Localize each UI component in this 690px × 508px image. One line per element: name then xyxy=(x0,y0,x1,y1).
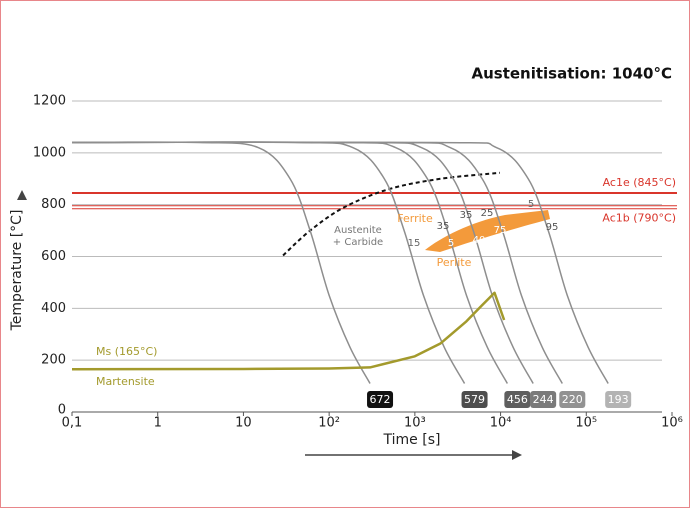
martensite-label: Martensite xyxy=(96,375,155,388)
hardness-label: 672 xyxy=(370,393,391,406)
y-tick-label: 1000 xyxy=(33,145,66,160)
perlite-label: Perlite xyxy=(437,256,472,269)
y-tick-label: 1200 xyxy=(33,94,66,109)
phase-percentage: 15 xyxy=(408,238,421,249)
x-tick-label: 10⁶ xyxy=(661,416,683,431)
x-tick-label: 1 xyxy=(154,416,162,431)
x-arrow-head xyxy=(512,450,522,460)
phase-percentage: 5 xyxy=(448,238,454,249)
ms-label: Ms (165°C) xyxy=(96,345,157,358)
hardness-box xyxy=(605,391,632,408)
x-tick-label: 10 xyxy=(235,416,252,431)
y-tick-label: 400 xyxy=(41,301,66,316)
hardness-label: 456 xyxy=(507,393,528,406)
phase-percentage: 40 xyxy=(473,235,486,246)
hardness-box xyxy=(530,391,557,408)
phase-percentage: 25 xyxy=(481,208,494,219)
x-tick-label: 10⁴ xyxy=(490,416,512,431)
phase-percentage: 75 xyxy=(494,225,507,236)
hardness-label: 244 xyxy=(533,393,554,406)
x-tick-label: 10⁵ xyxy=(575,416,597,431)
phase-percentage: 5 xyxy=(528,199,534,210)
hardness-label: 193 xyxy=(608,393,629,406)
boundary-label: + Carbide xyxy=(333,237,383,248)
phase-percentage: 35 xyxy=(460,210,473,221)
phase-percentage: 35 xyxy=(437,221,450,232)
phase-percentage: 95 xyxy=(546,222,559,233)
hardness-label: 220 xyxy=(562,393,583,406)
boundary-line xyxy=(282,171,500,257)
y-tick-label: 200 xyxy=(41,353,66,368)
transformation-region xyxy=(425,210,550,252)
hardness-box xyxy=(367,391,394,408)
y-axis-label: Temperature [°C] xyxy=(9,210,25,332)
hardness-box xyxy=(461,391,488,408)
y-tick-label: 600 xyxy=(41,249,66,264)
x-tick-label: 10² xyxy=(318,416,340,431)
hardness-box xyxy=(559,391,586,408)
x-tick-label: 10³ xyxy=(404,416,426,431)
ferrite-label: Ferrite xyxy=(397,212,433,225)
reference-label: Ac1e (845°C) xyxy=(603,176,676,189)
y-arrow-head xyxy=(17,190,27,200)
hardness-label: 579 xyxy=(464,393,485,406)
reference-label: Ac1b (790°C) xyxy=(602,211,676,224)
boundary-label: Austenite xyxy=(334,225,382,236)
hardness-box xyxy=(504,391,531,408)
ms-line xyxy=(71,291,506,371)
cooling-curve xyxy=(71,141,609,384)
y-tick-label: 800 xyxy=(41,197,66,212)
x-tick-label: 0,1 xyxy=(62,416,83,431)
chart-title: Austenitisation: 1040°C xyxy=(471,65,672,83)
y-tick-label: 0 xyxy=(58,403,66,418)
x-axis-label: Time [s] xyxy=(383,432,441,448)
